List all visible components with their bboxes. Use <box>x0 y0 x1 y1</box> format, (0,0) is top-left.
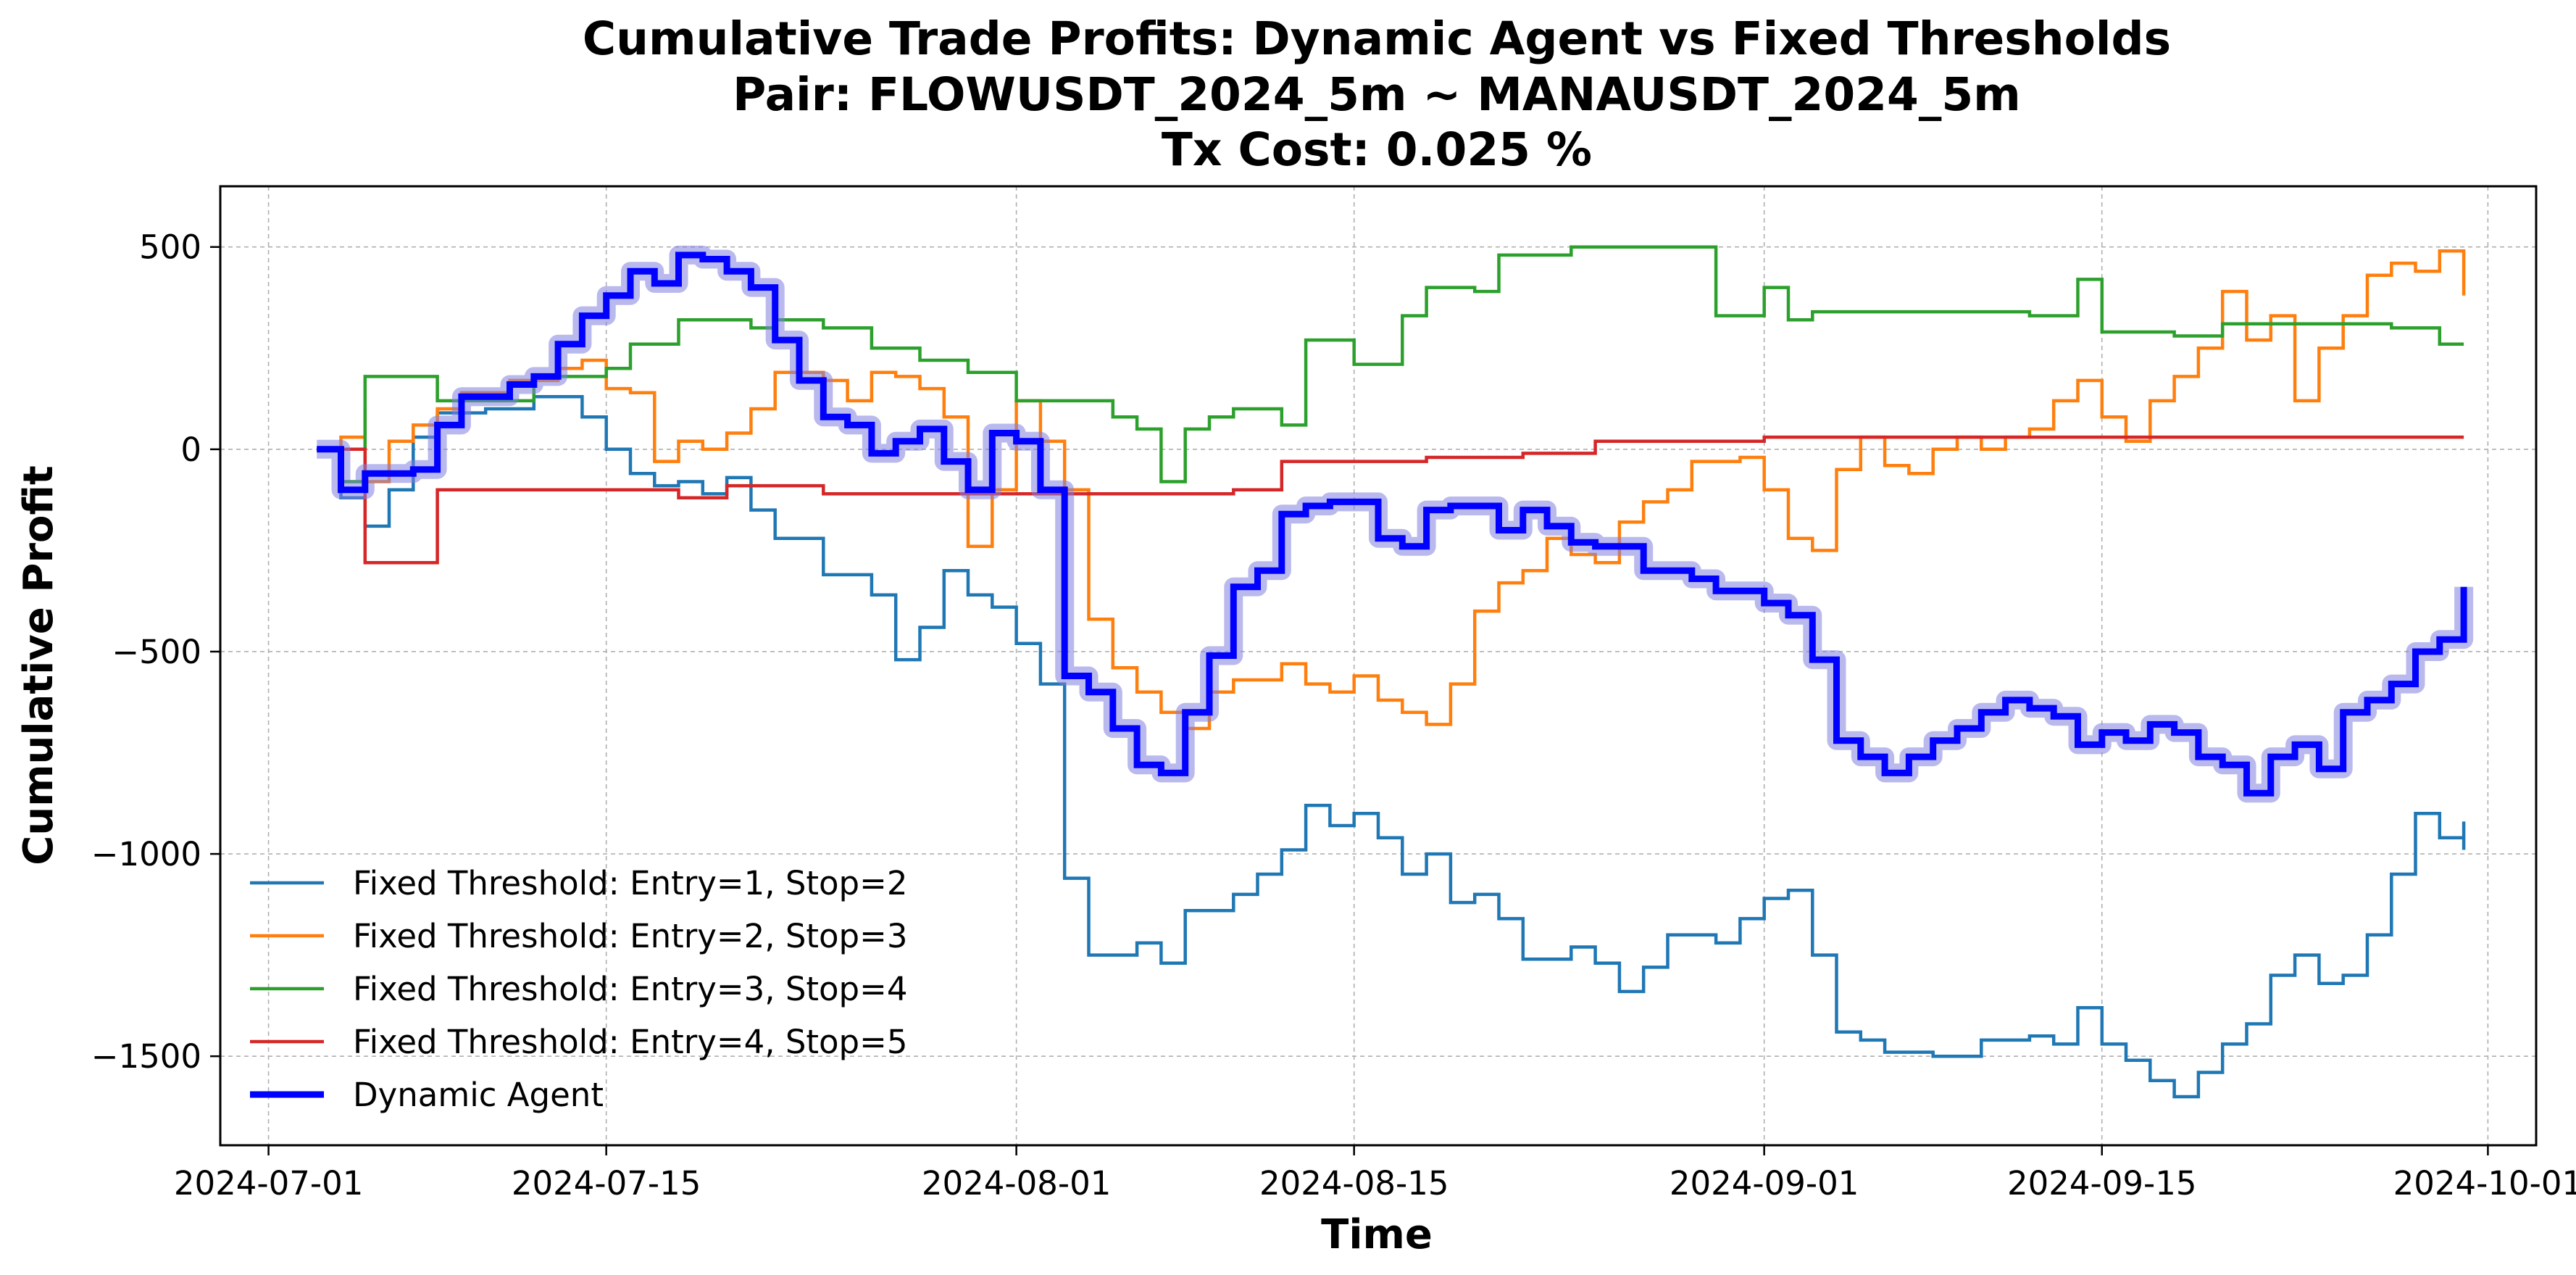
y-tick-label: −500 <box>112 633 201 671</box>
series-line-fixed-threshold-entry-1-stop-2 <box>317 395 2466 1099</box>
legend-label-fixed-threshold-entry-1-stop-2: Fixed Threshold: Entry=1, Stop=2 <box>353 864 907 902</box>
x-tick-label: 2024-08-01 <box>922 1164 1112 1203</box>
y-tick-label: −1000 <box>91 835 201 873</box>
plot-layer <box>317 245 2474 1099</box>
series-line-fixed-threshold-entry-2-stop-3 <box>317 249 2466 731</box>
series-line-dynamic-agent <box>317 252 2467 797</box>
x-tick-label: 2024-10-01 <box>2393 1164 2576 1203</box>
legend-label-fixed-threshold-entry-3-stop-4: Fixed Threshold: Entry=3, Stop=4 <box>353 970 907 1008</box>
legend-label-dynamic-agent: Dynamic Agent <box>353 1076 604 1114</box>
chart-title-line-1: Cumulative Trade Profits: Dynamic Agent … <box>583 12 2171 65</box>
x-tick-label: 2024-09-01 <box>1670 1164 1859 1203</box>
x-tick-label: 2024-07-15 <box>512 1164 701 1203</box>
x-axis-label: Time <box>1321 1211 1433 1258</box>
y-tick-label: −1500 <box>91 1037 201 1076</box>
chart-title-line-3: Tx Cost: 0.025 % <box>1162 123 1592 176</box>
legend-label-fixed-threshold-entry-4-stop-5: Fixed Threshold: Entry=4, Stop=5 <box>353 1023 907 1061</box>
legend: Fixed Threshold: Entry=1, Stop=2 Fixed Th… <box>250 864 907 1114</box>
y-tick-label: 0 <box>180 431 201 469</box>
x-tick-label: 2024-07-01 <box>174 1164 364 1203</box>
legend-label-fixed-threshold-entry-2-stop-3: Fixed Threshold: Entry=2, Stop=3 <box>353 917 907 955</box>
y-axis-ticks: 500 0 −500 −1000 −1500 <box>91 228 220 1076</box>
series-line-fixed-threshold-entry-4-stop-5 <box>317 435 2464 565</box>
series-line-fixed-threshold-entry-3-stop-4 <box>317 245 2464 483</box>
x-tick-label: 2024-08-15 <box>1259 1164 1449 1203</box>
chart-title-line-2: Pair: FLOWUSDT_2024_5m ~ MANAUSDT_2024_5… <box>733 68 2021 121</box>
y-axis-label: Cumulative Profit <box>15 465 62 865</box>
plot-frame <box>219 185 2538 1147</box>
x-tick-label: 2024-09-15 <box>2007 1164 2197 1203</box>
x-axis-ticks: 2024-07-01 2024-07-15 2024-08-01 2024-08-15… <box>174 1145 2576 1203</box>
y-tick-label: 500 <box>139 228 201 267</box>
